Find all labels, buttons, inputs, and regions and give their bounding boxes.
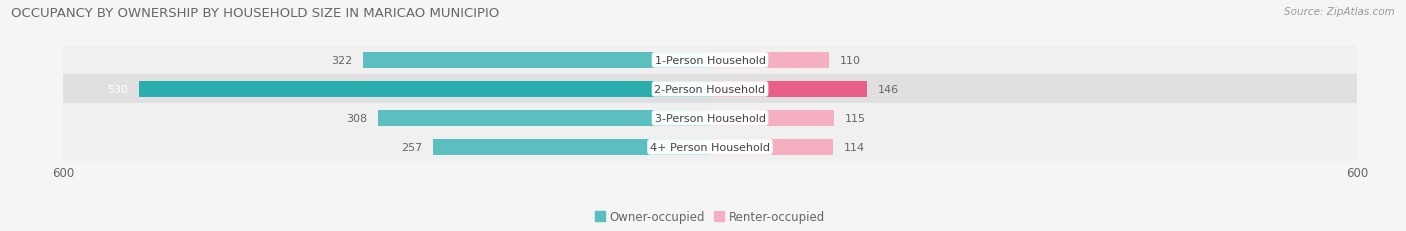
Text: 4+ Person Household: 4+ Person Household: [650, 142, 770, 152]
Bar: [710, 53, 828, 69]
Bar: [710, 110, 834, 126]
Bar: [378, 110, 710, 126]
Text: 257: 257: [401, 142, 422, 152]
Text: 115: 115: [845, 113, 866, 123]
Bar: [63, 104, 1357, 133]
Bar: [710, 139, 832, 155]
Text: 530: 530: [107, 85, 128, 94]
Text: 1-Person Household: 1-Person Household: [655, 56, 765, 66]
Text: 3-Person Household: 3-Person Household: [655, 113, 765, 123]
Bar: [63, 133, 1357, 162]
Bar: [363, 53, 710, 69]
Text: Source: ZipAtlas.com: Source: ZipAtlas.com: [1284, 7, 1395, 17]
Bar: [433, 139, 710, 155]
Legend: Owner-occupied, Renter-occupied: Owner-occupied, Renter-occupied: [591, 205, 830, 228]
Text: 308: 308: [346, 113, 367, 123]
Bar: [139, 82, 710, 97]
Bar: [710, 82, 868, 97]
Bar: [63, 75, 1357, 104]
Text: 2-Person Household: 2-Person Household: [654, 85, 766, 94]
Text: 114: 114: [844, 142, 865, 152]
Text: OCCUPANCY BY OWNERSHIP BY HOUSEHOLD SIZE IN MARICAO MUNICIPIO: OCCUPANCY BY OWNERSHIP BY HOUSEHOLD SIZE…: [11, 7, 499, 20]
Text: 110: 110: [839, 56, 860, 66]
Text: 146: 146: [879, 85, 900, 94]
Text: 322: 322: [330, 56, 352, 66]
Bar: [63, 46, 1357, 75]
